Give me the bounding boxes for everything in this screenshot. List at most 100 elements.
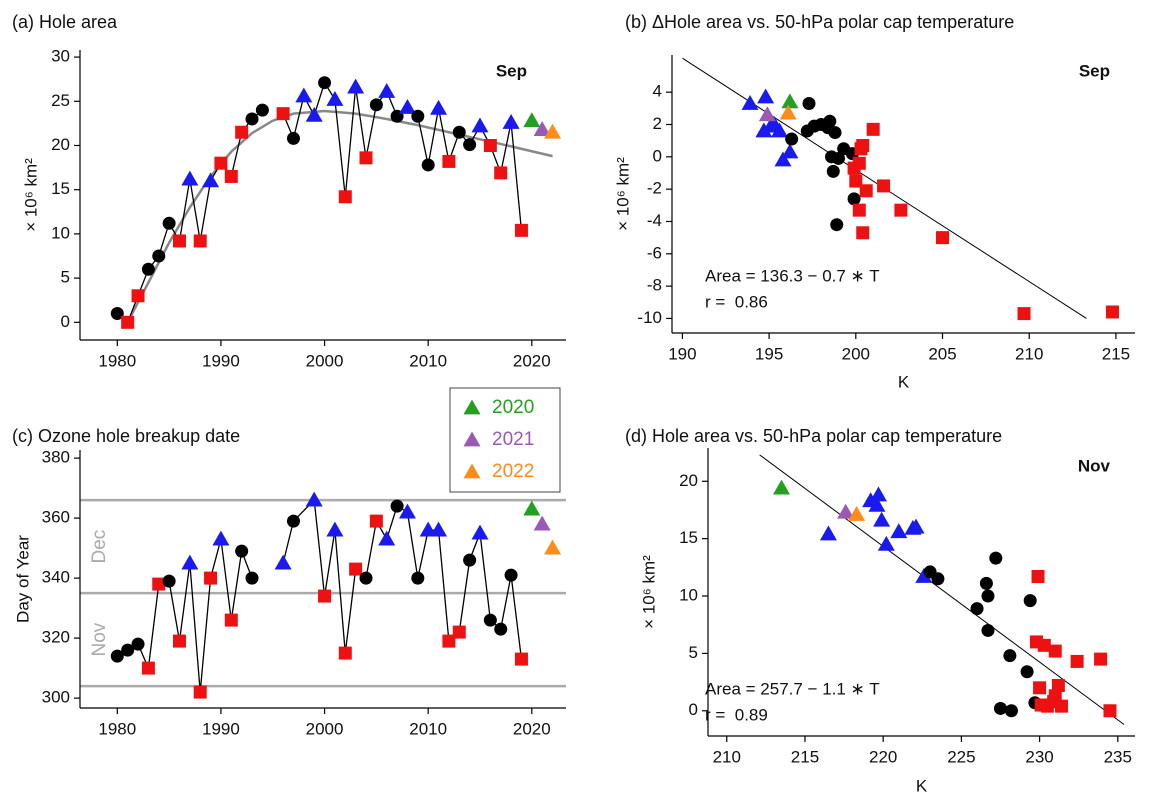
- point: [463, 553, 477, 567]
- x-tick-label: 2010: [409, 719, 447, 738]
- point: [856, 226, 870, 240]
- point: [452, 125, 466, 139]
- x-tick-label: 1990: [202, 719, 240, 738]
- point: [162, 574, 176, 588]
- y-tick-label: 10: [51, 223, 70, 242]
- point: [1105, 305, 1119, 319]
- point: [152, 249, 166, 263]
- month-label: Sep: [496, 61, 527, 80]
- y-tick-label: 30: [51, 47, 70, 66]
- month-band-label: Dec: [89, 530, 110, 564]
- point: [1070, 654, 1084, 668]
- x-tick-label: 200: [842, 344, 870, 363]
- point: [828, 126, 842, 140]
- x-tick-label: 2020: [513, 351, 551, 370]
- x-tick-label: 2010: [409, 351, 447, 370]
- point: [245, 112, 259, 126]
- point: [347, 78, 365, 94]
- point: [181, 554, 199, 570]
- equation: Area = 257.7 − 1.1 ∗ T: [705, 679, 880, 698]
- x-tick-label: 205: [928, 344, 956, 363]
- point: [741, 94, 759, 110]
- point: [989, 551, 1003, 565]
- point: [849, 174, 863, 188]
- point: [162, 216, 176, 230]
- point: [894, 203, 908, 217]
- point: [369, 514, 383, 528]
- x-tick-label: 215: [791, 747, 819, 766]
- point: [993, 701, 1007, 715]
- point: [869, 486, 887, 502]
- point: [494, 622, 508, 636]
- point: [514, 652, 528, 666]
- point: [533, 121, 551, 136]
- y-tick-label: 10: [679, 586, 698, 605]
- correlation: r = 0.89: [705, 705, 768, 724]
- point: [830, 218, 844, 232]
- x-tick-label: 2020: [513, 719, 551, 738]
- point: [224, 169, 238, 183]
- point: [131, 289, 145, 303]
- y-tick-label: 20: [51, 135, 70, 154]
- point: [1048, 644, 1062, 658]
- point: [235, 125, 249, 139]
- x-tick-label: 225: [947, 747, 975, 766]
- point: [819, 525, 837, 541]
- x-tick-label: 2000: [306, 719, 344, 738]
- point: [193, 234, 207, 248]
- point: [193, 685, 207, 699]
- point: [141, 661, 155, 675]
- y-tick-label: 300: [42, 688, 70, 707]
- y-tick-label: -10: [637, 308, 662, 327]
- point: [430, 99, 448, 115]
- x-tick-label: 190: [668, 344, 696, 363]
- point: [411, 109, 425, 123]
- point: [1054, 699, 1068, 713]
- month-band-label: Nov: [89, 622, 110, 656]
- point: [890, 523, 908, 539]
- point: [866, 122, 880, 136]
- point: [1017, 307, 1031, 321]
- point: [1031, 570, 1045, 584]
- y-tick-label: 4: [653, 82, 662, 101]
- point: [847, 192, 861, 206]
- point: [326, 521, 344, 537]
- point: [1048, 689, 1062, 703]
- point: [877, 179, 891, 193]
- point: [338, 646, 352, 660]
- point: [854, 142, 868, 156]
- point: [452, 625, 466, 639]
- point: [390, 499, 404, 513]
- point: [121, 315, 135, 329]
- point: [204, 571, 218, 585]
- y-tick-label: 360: [42, 508, 70, 527]
- point: [463, 138, 477, 152]
- point: [981, 623, 995, 637]
- point: [979, 576, 993, 590]
- point: [1051, 679, 1065, 693]
- point: [831, 151, 845, 165]
- x-tick-label: 195: [755, 344, 783, 363]
- point: [1023, 594, 1037, 608]
- point: [318, 589, 332, 603]
- point: [762, 117, 780, 133]
- point: [326, 91, 344, 106]
- point: [758, 106, 776, 122]
- point: [826, 164, 840, 178]
- point: [245, 571, 259, 585]
- point: [848, 506, 866, 521]
- point: [338, 190, 352, 204]
- month-label: Nov: [1078, 456, 1111, 475]
- y-tick-label: 5: [61, 268, 70, 287]
- point: [773, 479, 791, 495]
- point: [471, 117, 489, 133]
- point: [931, 572, 945, 586]
- y-tick-label: 15: [51, 179, 70, 198]
- y-tick-label: -6: [647, 243, 662, 262]
- point: [504, 568, 518, 582]
- y-tick-label: 20: [679, 471, 698, 490]
- y-tick-label: 5: [689, 643, 698, 662]
- series-line: [282, 498, 523, 660]
- point: [442, 634, 456, 648]
